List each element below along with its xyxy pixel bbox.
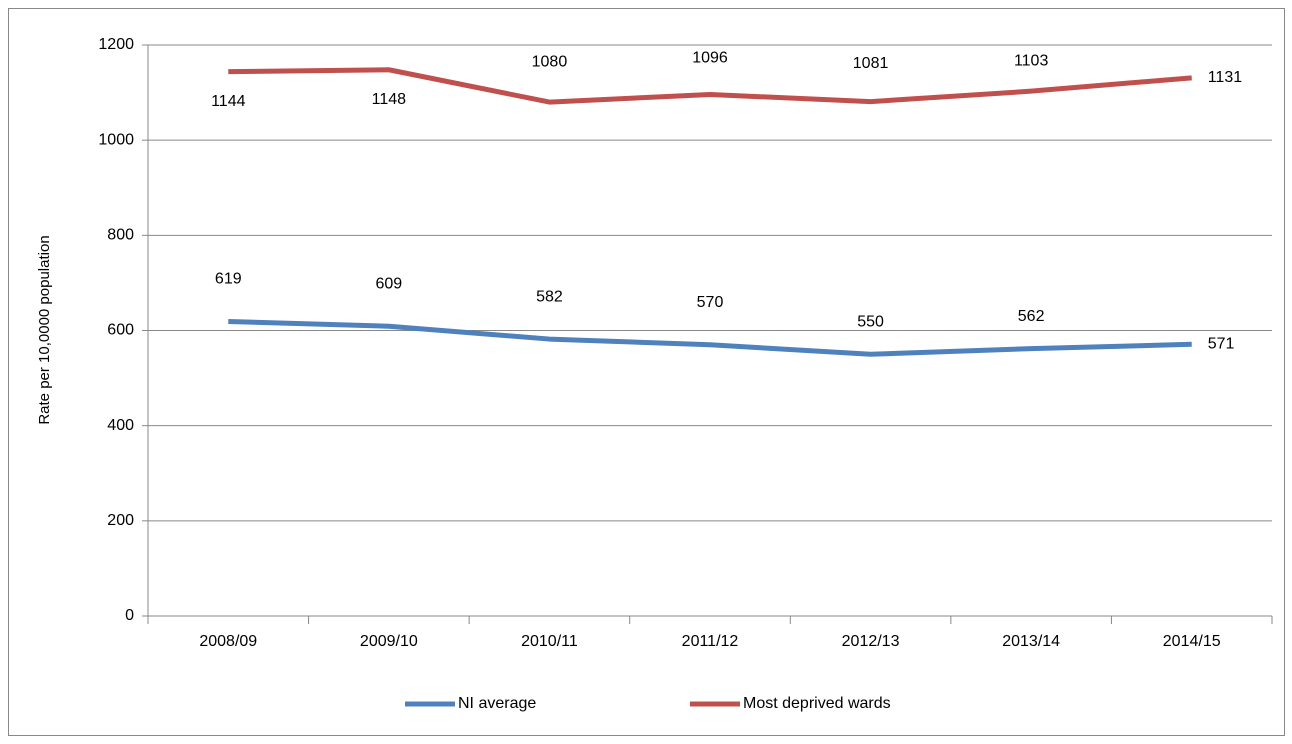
data-label: 1081 (853, 55, 889, 72)
data-label: 562 (1018, 308, 1045, 325)
y-tick-label: 400 (107, 417, 134, 434)
data-label: 1144 (211, 93, 246, 110)
y-tick-label: 200 (107, 512, 134, 529)
data-label: 609 (376, 275, 403, 292)
data-label: 550 (857, 314, 884, 331)
data-label: 1131 (1208, 69, 1243, 86)
chart-border (8, 8, 1285, 736)
y-tick-label: 1200 (98, 36, 134, 53)
data-label: 1080 (532, 53, 568, 70)
x-tick-label: 2013/14 (1002, 633, 1060, 650)
x-tick-label: 2009/10 (360, 633, 418, 650)
y-axis-label: Rate per 10,0000 population (36, 235, 53, 424)
y-tick-label: 1000 (98, 131, 134, 148)
data-label: 1103 (1014, 52, 1049, 69)
y-tick-label: 800 (107, 227, 134, 244)
data-label: 582 (536, 288, 563, 305)
legend-label: Most deprived wards (743, 695, 891, 712)
data-label: 1096 (692, 50, 728, 67)
series-line (228, 67, 1192, 105)
x-tick-label: 2010/11 (521, 633, 578, 650)
y-tick-label: 0 (125, 607, 134, 624)
data-label: 570 (697, 294, 724, 311)
y-tick-label: 600 (107, 322, 134, 339)
data-label: 571 (1208, 336, 1235, 353)
x-tick-label: 2012/13 (842, 633, 900, 650)
data-label: 1148 (372, 91, 407, 108)
legend-label: NI average (458, 695, 536, 712)
series-line (228, 318, 1192, 357)
data-label: 619 (215, 271, 242, 288)
x-tick-label: 2014/15 (1163, 633, 1221, 650)
x-tick-label: 2008/09 (199, 633, 257, 650)
x-tick-label: 2011/12 (682, 633, 739, 650)
